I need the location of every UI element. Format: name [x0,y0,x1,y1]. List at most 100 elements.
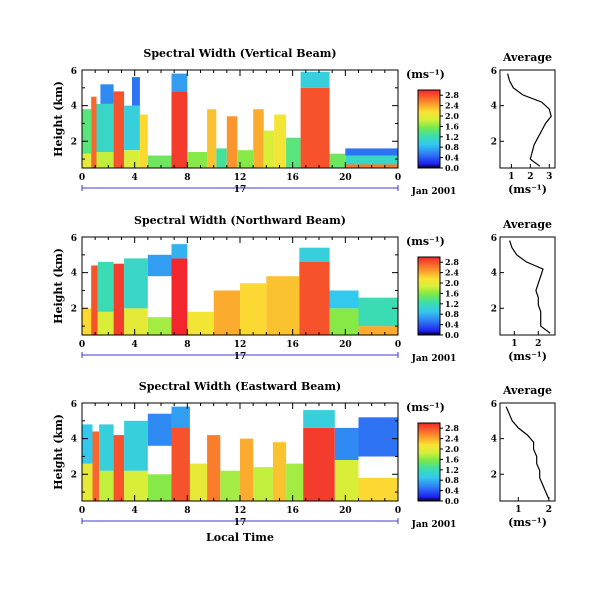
colorbar-tick-label: 0.8 [445,309,459,319]
profile-frame [499,236,556,336]
x-tick-label: 4 [132,340,138,350]
y-tick-label: 2 [71,137,77,147]
heatmap-cell [303,427,335,501]
profile-x-tick-label: 1 [508,172,514,182]
colorbar [417,89,441,169]
heatmap-cell [96,103,114,152]
date-label: Jan 2001 [411,187,457,197]
heatmap-cell [147,155,172,168]
heatmap-cell [171,73,188,92]
x-tick-label: 16 [286,340,299,350]
heatmap-cell [171,258,188,335]
heatmap-cell [334,427,359,460]
colorbar-tick-label: 1.6 [445,288,459,298]
colorbar-tick-label: 2.0 [445,278,459,288]
colorbar-tick-label: 1.2 [445,132,459,142]
date-marker: 17 [234,518,247,528]
heatmap-cell [91,96,97,168]
x-tick-label: 0 [79,340,85,350]
heatmap-cell [82,109,92,154]
heatmap-cell [171,427,190,501]
colorbar-tick-label: 1.6 [445,121,459,131]
colorbar-units: (ms⁻¹) [406,235,445,248]
heatmap-cell [124,150,140,168]
heatmap-cell [358,297,398,327]
profile-x-tick-label: 1 [515,505,521,515]
profile-x-tick-label: 2 [546,505,552,515]
x-tick-label: 16 [286,173,299,183]
heatmap-cell [240,283,267,335]
x-tick-label: 12 [234,506,247,516]
colorbar-tick-label: 1.2 [445,465,459,475]
colorbar-tick-label: 2.8 [445,423,459,433]
heatmap-cell [113,435,125,501]
y-tick-label: 4 [71,102,77,112]
x-tick-label: 20 [339,340,352,350]
colorbar-tick-label: 0.8 [445,475,459,485]
heatmap-cell [216,148,227,168]
x-tick-label: 20 [339,506,352,516]
x-tick-label: 8 [184,340,190,350]
heatmap-cell [92,431,100,501]
profile-frame [499,402,556,502]
heatmap-cell [303,410,335,428]
heatmap-cell [190,463,208,501]
y-axis-label: Height (km) [52,414,65,490]
profile-line [509,240,551,334]
colorbar-tick-label: 0.0 [445,330,459,340]
profile-x-tick-label: 2 [527,172,533,182]
heatmap-cell [299,261,330,335]
heatmap-cell [300,71,330,88]
heatmap-cell [91,265,98,335]
heatmap-cell [99,470,114,501]
heatmap-cell [358,477,398,501]
heatmap-cell [226,116,238,168]
heatmap-cell [329,308,359,335]
profile-x-label: (ms⁻¹) [508,350,547,363]
heatmap-cell [113,263,125,335]
panel-title: Spectral Width (Vertical Beam) [143,47,336,60]
heatmap-cell [272,442,287,501]
profile-x-tick-label: 1 [511,339,517,349]
x-tick-label: 12 [234,173,247,183]
heatmap-cell [207,109,217,168]
heatmap-cell [213,290,240,335]
profile-line [505,406,550,500]
heatmap-cell [240,438,254,501]
heatmap-cell [113,91,125,168]
heatmap-cell [237,150,254,168]
colorbar-tick-label: 0.8 [445,142,459,152]
colorbar-tick-label: 0.4 [445,320,459,330]
heatmap-cell [82,424,93,464]
x-tick-label: 0 [395,340,401,350]
heatmap-cell [329,153,346,168]
heatmap-cell [132,77,140,106]
x-axis-label: Local Time [206,531,274,544]
colorbar [417,422,441,502]
heatmap-cell [82,463,93,501]
profile-line [507,73,552,167]
colorbar-tick-label: 0.4 [445,486,459,496]
y-tick-label: 4 [71,435,77,445]
panel-title: Spectral Width (Northward Beam) [134,214,346,227]
heatmap-cell [124,258,148,309]
profile-y-tick-label: 2 [491,137,497,147]
heatmap-cell [334,460,359,501]
heatmap-cell [329,290,359,309]
heatmap-cell [253,467,273,501]
heatmap-cell [99,424,114,471]
heatmap-cell [147,317,172,335]
x-tick-label: 4 [132,506,138,516]
profile-title: Average [502,218,552,231]
heatmap-cell [124,308,148,335]
profile-title: Average [502,51,552,64]
x-tick-label: 0 [79,173,85,183]
heatmap-cell [171,91,188,168]
profile-y-tick-label: 4 [491,269,497,279]
profile-x-tick-label: 2 [535,339,541,349]
heatmap-cell [147,413,172,446]
y-tick-label: 6 [71,67,77,77]
profile-y-tick-label: 6 [491,67,497,77]
heatmap-cell [82,153,92,168]
